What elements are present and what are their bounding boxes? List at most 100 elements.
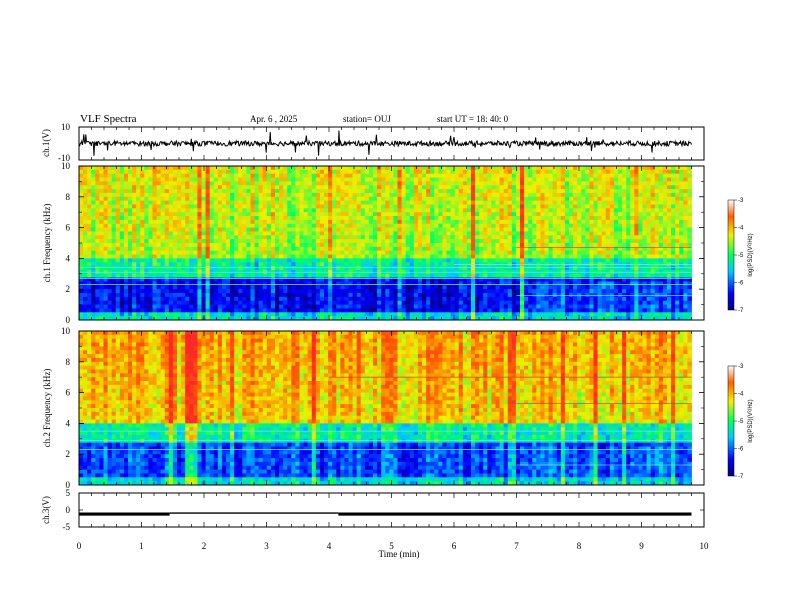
spectrogram-cell: [291, 173, 296, 178]
spectrogram-cell: [593, 216, 598, 221]
spectrogram-cell: [377, 250, 382, 255]
spectrogram-cell: [303, 273, 309, 279]
spectrogram-cell: [413, 262, 419, 267]
spectrogram-cell: [683, 223, 688, 228]
spectrogram-cell: [658, 177, 664, 182]
spectrogram-cell: [254, 169, 260, 175]
spectrogram-cell: [360, 216, 366, 221]
spectrogram-cell: [242, 246, 247, 252]
spectrogram-cell: [283, 166, 288, 171]
spectrogram-cell: [356, 208, 362, 213]
ch1-ytick-top: 10: [61, 122, 71, 132]
spectrogram-cell: [103, 235, 108, 240]
spectrogram-cell: [683, 200, 688, 205]
spectrogram-cell: [295, 227, 300, 232]
spectrogram-cell: [675, 166, 680, 171]
spectrogram-cell: [630, 208, 635, 213]
spectrogram-cell: [450, 181, 456, 186]
spectrogram-cell: [650, 266, 656, 271]
spectrogram-cell: [123, 212, 129, 217]
spectrogram-cell: [401, 216, 407, 221]
spectrogram-cell: [389, 262, 394, 267]
spectrogram-cell: [540, 277, 545, 282]
spectrogram-cell: [507, 250, 513, 255]
spectrogram-cell: [426, 239, 431, 244]
spectrogram-cell: [324, 177, 329, 182]
spectrogram-cell: [168, 185, 174, 190]
spectrogram-cell: [556, 219, 562, 225]
spectrogram-cell: [299, 227, 304, 232]
spectrogram-cell: [79, 293, 84, 298]
spectrogram-cell: [634, 208, 639, 213]
spectrogram-cell: [626, 254, 631, 259]
spectrogram-cell: [181, 181, 186, 186]
spectrogram-cell: [348, 254, 353, 259]
spectrogram-cell: [115, 189, 121, 194]
spectrogram-cell: [630, 266, 635, 271]
spectrogram-cell: [99, 216, 104, 221]
spectrogram-cell: [613, 196, 619, 202]
spectrogram-cell: [250, 289, 255, 294]
spectrogram-cell: [368, 289, 374, 294]
spectrogram-cell: [270, 189, 276, 194]
spectrogram-cell: [487, 204, 492, 209]
spectrogram-cell: [413, 219, 419, 225]
spectrogram-cell: [585, 166, 590, 171]
spectrogram-cell: [630, 192, 635, 198]
spectrogram-cell: [172, 219, 178, 225]
spectrogram-cell: [364, 285, 370, 290]
spectrogram-cell: [466, 166, 472, 171]
spectrogram-cell: [168, 293, 174, 298]
spectrogram-cell: [217, 227, 223, 232]
spectrogram-cell: [605, 277, 611, 282]
spectrogram-cell: [560, 250, 566, 255]
spectrogram-cell: [295, 166, 300, 171]
spectrogram-cell: [450, 208, 456, 213]
spectrogram-cell: [213, 192, 219, 198]
spectrogram-cell: [332, 189, 337, 194]
spectrogram-cell: [111, 166, 117, 171]
spectrogram-cell: [303, 281, 309, 286]
spectrogram-cell: [573, 169, 578, 175]
spectrogram-cell: [275, 169, 280, 175]
spectrogram-cell: [111, 181, 117, 186]
spectrogram-cell: [483, 227, 488, 232]
spectrogram-cell: [356, 181, 362, 186]
spectrogram-cell: [209, 289, 215, 294]
spectrogram-cell: [332, 204, 337, 209]
spectrogram-cell: [213, 250, 219, 255]
spectrogram-cell: [283, 258, 288, 263]
spectrogram-cell: [168, 169, 174, 175]
spectrogram-cell: [234, 192, 239, 198]
spectrogram-cell: [209, 246, 215, 252]
spectrogram-cell: [197, 258, 202, 263]
spectrogram-cell: [250, 246, 255, 252]
spectrogram-cell: [630, 173, 635, 178]
spectrogram-cell: [279, 285, 284, 290]
spectrogram-cell: [662, 235, 668, 240]
spectrogram-cell: [262, 189, 268, 194]
spectrogram-cell: [307, 177, 313, 182]
spectrogram-cell: [283, 216, 288, 221]
spectrogram-cell: [585, 246, 590, 252]
spectrogram-cell: [160, 166, 166, 171]
spectrogram-cell: [658, 173, 664, 178]
spectrogram-cell: [389, 204, 394, 209]
spectrogram-cell: [185, 273, 190, 279]
spectrogram-cell: [532, 208, 537, 213]
spectrogram-cell: [540, 169, 545, 175]
spectrogram-cell: [683, 208, 688, 213]
spectrogram-cell: [413, 289, 419, 294]
spectrogram-cell: [487, 181, 492, 186]
spectrogram-cell: [650, 231, 656, 236]
spectrogram-cell: [622, 208, 627, 213]
spectrogram-cell: [634, 243, 639, 248]
spectrogram-cell: [544, 246, 549, 252]
spectrogram-cell: [172, 189, 178, 194]
spectrogram-cell: [532, 227, 537, 232]
spectrogram-cell: [601, 200, 607, 205]
spectrogram-cell: [295, 181, 300, 186]
spectrogram-cell: [528, 212, 533, 217]
spectrogram-cell: [454, 227, 460, 232]
spectrogram-cell: [569, 216, 574, 221]
